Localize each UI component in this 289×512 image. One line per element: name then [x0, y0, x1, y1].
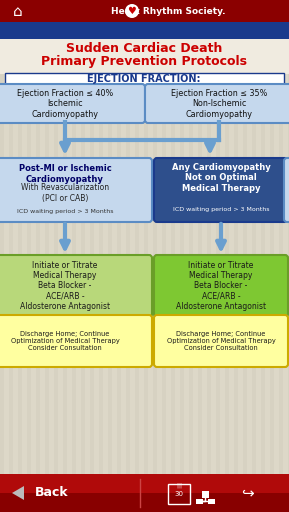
FancyBboxPatch shape [154, 158, 288, 222]
Bar [144, 39, 148, 474]
Circle shape [125, 4, 139, 18]
Bar [36, 39, 40, 474]
Bar [270, 39, 274, 474]
Bar [90, 39, 94, 474]
Text: ♥: ♥ [128, 6, 136, 16]
Bar [180, 39, 184, 474]
Bar [234, 39, 238, 474]
Bar [108, 39, 112, 474]
Text: Ejection Fraction ≤ 40%
Ischemic
Cardiomyopathy: Ejection Fraction ≤ 40% Ischemic Cardiom… [17, 89, 113, 119]
Bar [99, 39, 103, 474]
Text: Sudden Cardiac Death: Sudden Cardiac Death [66, 41, 222, 54]
FancyBboxPatch shape [154, 255, 288, 317]
Text: Primary Prevention Protocols: Primary Prevention Protocols [41, 55, 247, 69]
FancyBboxPatch shape [154, 315, 288, 367]
Text: Heart Rhythm Society.: Heart Rhythm Society. [111, 7, 225, 15]
Text: Back: Back [35, 486, 69, 500]
Bar [0, 474, 289, 493]
Bar [202, 491, 209, 498]
Bar [72, 39, 76, 474]
Bar [162, 39, 166, 474]
Bar [9, 39, 13, 474]
Bar [279, 39, 283, 474]
Bar [126, 39, 130, 474]
FancyBboxPatch shape [0, 255, 152, 317]
FancyBboxPatch shape [284, 158, 289, 222]
Bar [208, 499, 215, 504]
Text: ↪: ↪ [242, 485, 254, 501]
Bar [0, 0, 289, 22]
Bar [0, 22, 289, 39]
Text: ICD waiting period > 3 Months: ICD waiting period > 3 Months [17, 209, 113, 215]
Text: Any Cardiomyopathy
Not on Optimal
Medical Therapy: Any Cardiomyopathy Not on Optimal Medica… [172, 163, 271, 193]
Bar [63, 39, 67, 474]
FancyBboxPatch shape [0, 315, 152, 367]
Bar [189, 39, 193, 474]
FancyBboxPatch shape [0, 84, 145, 123]
Bar [288, 39, 289, 474]
Bar [225, 39, 229, 474]
FancyBboxPatch shape [0, 158, 152, 222]
Bar [27, 39, 31, 474]
Text: Discharge Home; Continue
Optimization of Medical Therapy
Consider Consultation: Discharge Home; Continue Optimization of… [167, 331, 275, 351]
Text: ⌂: ⌂ [13, 4, 23, 18]
Bar [54, 39, 58, 474]
Bar [153, 39, 157, 474]
Text: Discharge Home; Continue
Optimization of Medical Therapy
Consider Consultation: Discharge Home; Continue Optimization of… [11, 331, 119, 351]
Bar [18, 39, 22, 474]
FancyBboxPatch shape [145, 84, 289, 123]
Text: Initiate or Titrate
Medical Therapy
Beta Blocker -
ACE/ARB -
Aldosterone Antagon: Initiate or Titrate Medical Therapy Beta… [20, 261, 110, 311]
Text: |||: ||| [176, 482, 182, 488]
Bar [168, 484, 190, 504]
Bar [216, 39, 220, 474]
Bar [252, 39, 256, 474]
Bar [117, 39, 121, 474]
Bar [207, 39, 211, 474]
Bar [196, 499, 203, 504]
Text: EJECTION FRACTION:: EJECTION FRACTION: [87, 74, 201, 84]
Bar [261, 39, 265, 474]
Text: With Revascularization
(PCI or CAB): With Revascularization (PCI or CAB) [21, 183, 109, 203]
Bar [198, 39, 202, 474]
Bar [243, 39, 247, 474]
Bar [81, 39, 85, 474]
Bar [5, 73, 284, 85]
Bar [171, 39, 175, 474]
Bar [135, 39, 139, 474]
Bar [45, 39, 49, 474]
Text: Post-MI or Ischemic
Cardiomyopathy: Post-MI or Ischemic Cardiomyopathy [18, 164, 111, 184]
Bar [0, 39, 4, 474]
Bar [0, 39, 289, 74]
Text: Initiate or Titrate
Medical Therapy
Beta Blocker -
ACE/ARB -
Aldosterone Antagon: Initiate or Titrate Medical Therapy Beta… [176, 261, 266, 311]
Bar [0, 474, 289, 512]
Polygon shape [12, 486, 24, 500]
Text: Ejection Fraction ≤ 35%
Non-Ischemic
Cardiomyopathy: Ejection Fraction ≤ 35% Non-Ischemic Car… [171, 89, 267, 119]
Text: ICD waiting period > 3 Months: ICD waiting period > 3 Months [173, 207, 269, 212]
Text: 30: 30 [175, 491, 184, 497]
